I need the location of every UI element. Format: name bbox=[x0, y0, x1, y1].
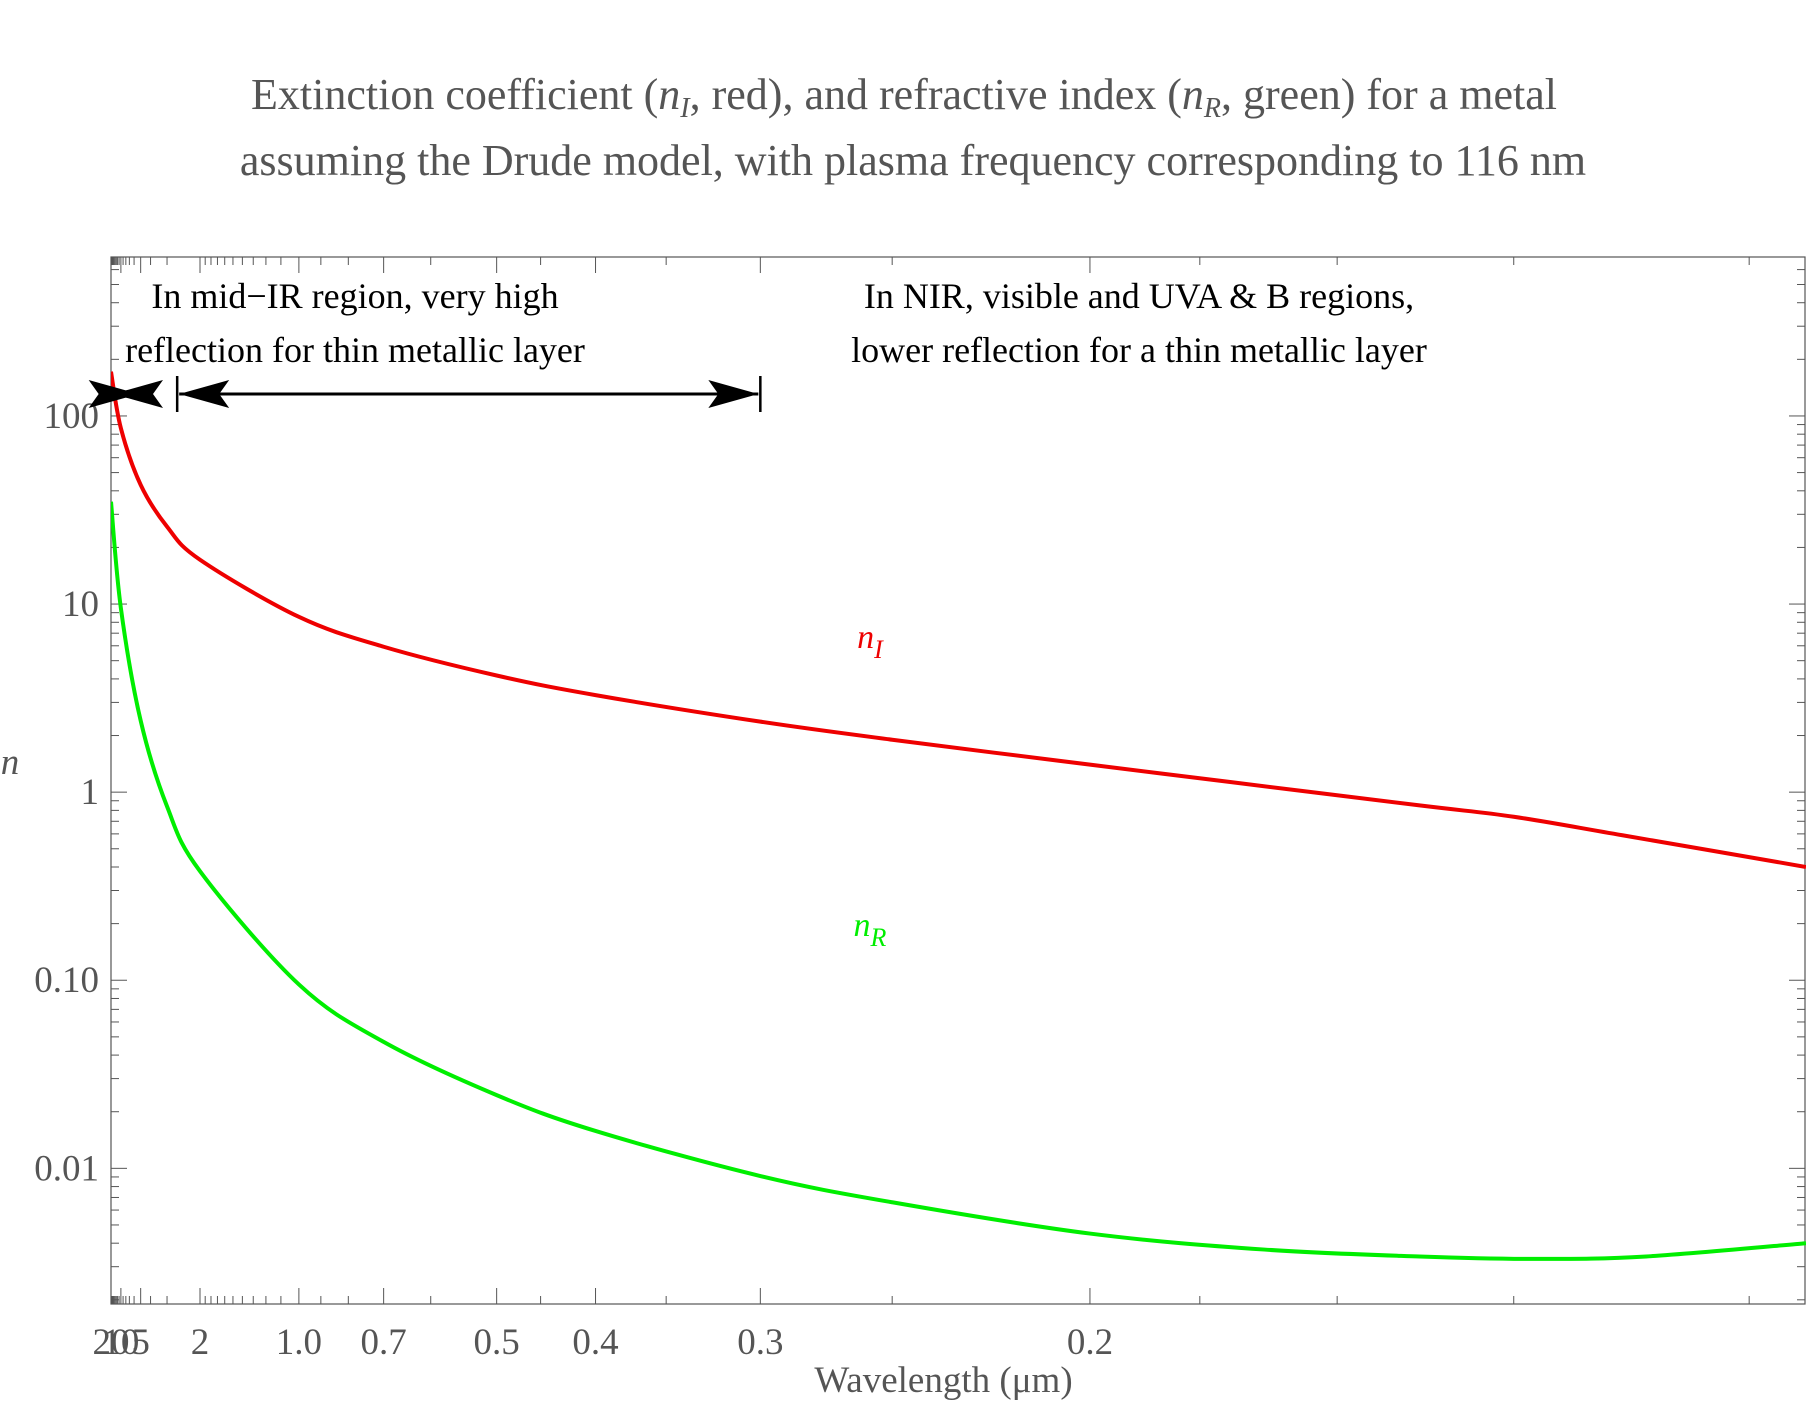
title-line-1: Extinction coefficient (nI, red), and re… bbox=[251, 70, 1557, 124]
x-tick-label: 5 bbox=[131, 1322, 150, 1363]
x-tick-label: 20 bbox=[93, 1322, 130, 1363]
series-line-n-R bbox=[111, 501, 1806, 1261]
y-tick-label: 0.01 bbox=[34, 1148, 99, 1189]
annotation-text-2-line-2: lower reflection for a thin metallic lay… bbox=[851, 330, 1427, 370]
x-tick-label: 2 bbox=[191, 1322, 210, 1363]
annotation-text-1-line-1: In mid−IR region, very high bbox=[151, 276, 558, 316]
series-label-n-R: nR bbox=[854, 907, 887, 952]
y-tick-label: 100 bbox=[44, 396, 100, 437]
annotation-text-1-line-2: reflection for thin metallic layer bbox=[125, 330, 585, 370]
x-tick-label: 1.0 bbox=[276, 1322, 322, 1363]
annotation-arrowhead-left-2 bbox=[179, 380, 230, 408]
x-tick-label: 0.4 bbox=[572, 1322, 618, 1363]
series-label-n-I: nI bbox=[857, 619, 884, 664]
x-tick-label: 0.2 bbox=[1067, 1322, 1113, 1363]
annotation-arrowhead-right-1 bbox=[88, 380, 139, 408]
annotation-text-2-line-1: In NIR, visible and UVA & B regions, bbox=[864, 276, 1414, 316]
y-tick-label: 1 bbox=[81, 772, 100, 813]
annotation-arrowhead-right-2 bbox=[708, 380, 759, 408]
title-line-2: assuming the Drude model, with plasma fr… bbox=[239, 136, 1587, 185]
x-tick-label: 0.5 bbox=[474, 1322, 520, 1363]
series-line-n-I bbox=[111, 371, 1806, 869]
x-tick-label: 10 bbox=[102, 1322, 139, 1363]
y-axis-title: n bbox=[1, 742, 20, 783]
x-tick-label: 0.3 bbox=[737, 1322, 783, 1363]
x-axis-title: Wavelength (μm) bbox=[814, 1360, 1072, 1401]
y-tick-label: 10 bbox=[62, 584, 99, 625]
y-tick-label: 0.10 bbox=[34, 960, 99, 1001]
chart-title: Extinction coefficient (nI, red), and re… bbox=[0, 62, 1806, 194]
plot-frame bbox=[110, 256, 1806, 1305]
x-tick-label: 0.7 bbox=[361, 1322, 407, 1363]
